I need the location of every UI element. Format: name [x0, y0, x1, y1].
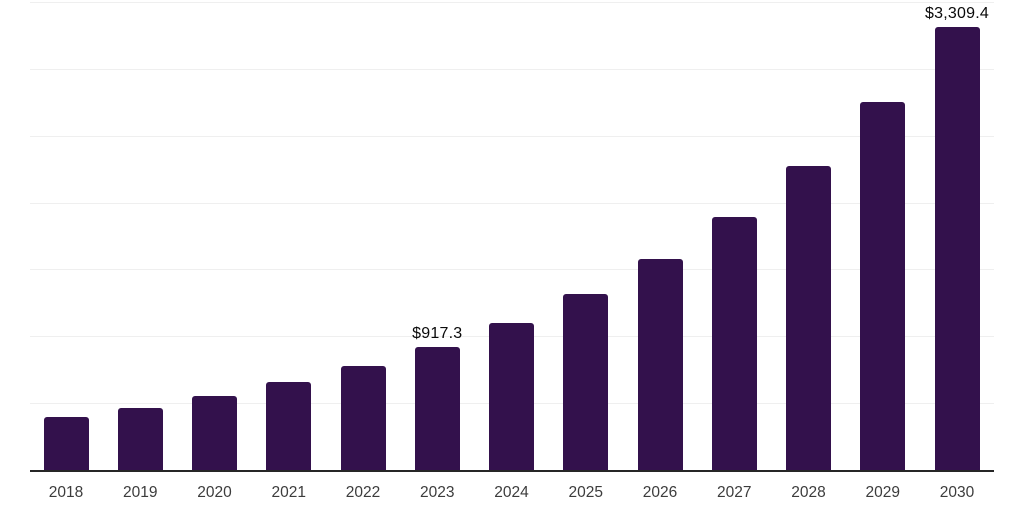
bar-2030: [934, 27, 980, 470]
bar-2024: [489, 322, 534, 470]
bar-2025: [563, 294, 609, 470]
bar-2019: [117, 407, 163, 470]
gridline: [30, 68, 994, 70]
bar-2018: [43, 417, 89, 470]
x-axis-line: [30, 470, 994, 472]
x-tick-label-2019: 2019: [123, 484, 158, 501]
gridline: [30, 269, 994, 271]
x-tick-label-2029: 2029: [865, 484, 900, 501]
plot-area: $917.3 $3,309.4 2018 2019 2020 2021 2022 2023 2…: [30, 0, 994, 512]
gridline: [30, 202, 994, 204]
bar-2028: [786, 166, 831, 470]
bar-2022: [340, 366, 386, 470]
x-tick-label-2020: 2020: [197, 484, 232, 501]
data-label-2030: $3,309.4: [925, 5, 989, 23]
gridline: [30, 2, 994, 3]
bar-2027: [711, 217, 757, 470]
x-tick-label-2026: 2026: [642, 484, 678, 501]
gridline: [30, 135, 994, 137]
bar-2021: [266, 382, 312, 470]
bar-2029: [860, 102, 906, 470]
x-tick-label-2025: 2025: [568, 484, 603, 501]
x-tick-label-2018: 2018: [48, 484, 84, 501]
x-tick-label-2024: 2024: [494, 484, 529, 501]
x-tick-label-2028: 2028: [791, 484, 826, 501]
data-label-2023: $917.3: [412, 325, 463, 343]
x-tick-label-2027: 2027: [717, 484, 752, 501]
x-tick-label-2022: 2022: [345, 484, 381, 501]
bar-2023: [414, 347, 460, 470]
x-tick-label-2030: 2030: [939, 484, 975, 501]
x-tick-label-2021: 2021: [271, 484, 306, 501]
bar-2020: [192, 396, 237, 470]
bar-2026: [637, 259, 683, 470]
x-tick-label-2023: 2023: [420, 484, 455, 501]
